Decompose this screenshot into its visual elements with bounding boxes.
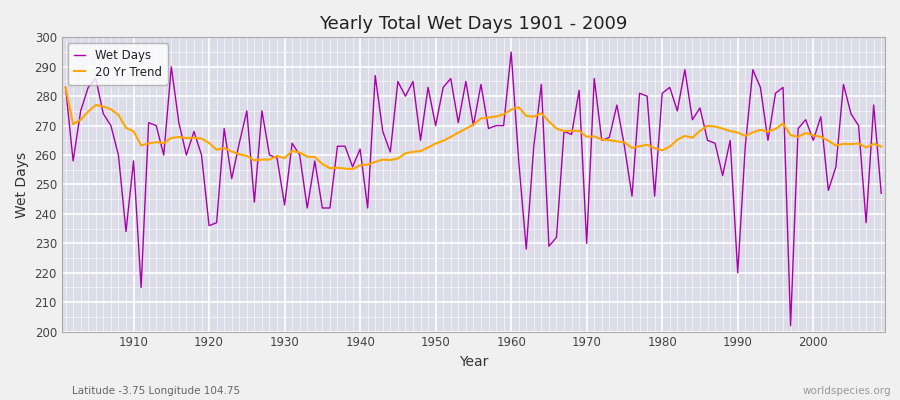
20 Yr Trend (60, 85, 71, 90)
Line: 20 Yr Trend: 20 Yr Trend (66, 87, 881, 169)
20 Yr Trend (287, 148, 298, 153)
Wet Days (513, 158, 524, 163)
Wet Days (332, 144, 343, 149)
Text: Latitude -3.75 Longitude 104.75: Latitude -3.75 Longitude 104.75 (72, 386, 240, 396)
20 Yr Trend (876, 144, 886, 149)
20 Yr Trend (121, 126, 131, 130)
Wet Days (876, 191, 886, 196)
20 Yr Trend (332, 166, 343, 170)
Wet Days (121, 229, 131, 234)
Title: Yearly Total Wet Days 1901 - 2009: Yearly Total Wet Days 1901 - 2009 (320, 15, 627, 33)
20 Yr Trend (347, 167, 358, 172)
20 Yr Trend (506, 107, 517, 112)
20 Yr Trend (513, 105, 524, 110)
Wet Days (604, 135, 615, 140)
Wet Days (60, 85, 71, 90)
Text: worldspecies.org: worldspecies.org (803, 386, 891, 396)
Wet Days (785, 323, 796, 328)
Wet Days (506, 50, 517, 54)
Wet Days (499, 123, 509, 128)
X-axis label: Year: Year (459, 355, 488, 369)
Wet Days (287, 141, 298, 146)
Line: Wet Days: Wet Days (66, 52, 881, 326)
20 Yr Trend (604, 138, 615, 142)
Y-axis label: Wet Days: Wet Days (15, 151, 29, 218)
Legend: Wet Days, 20 Yr Trend: Wet Days, 20 Yr Trend (68, 43, 167, 84)
